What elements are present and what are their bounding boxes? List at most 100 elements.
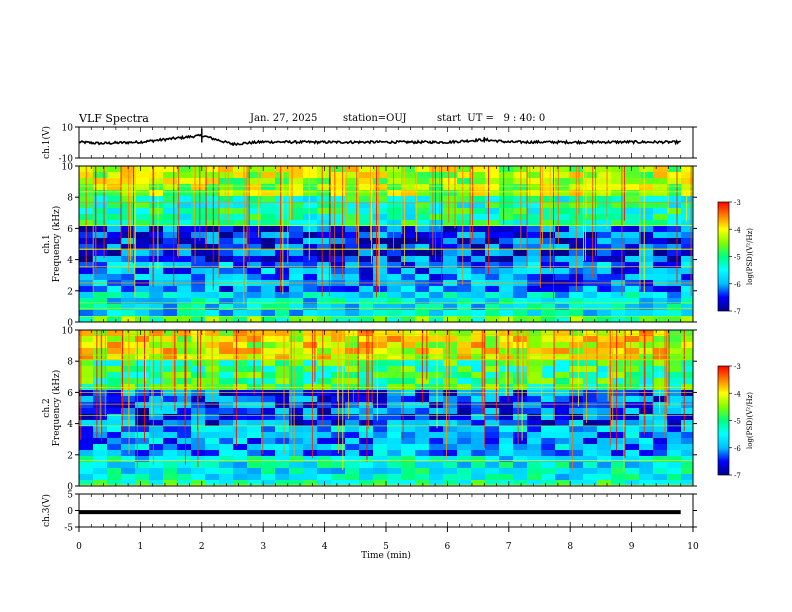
ch1-spec-cell xyxy=(345,232,359,238)
ch1-spec-cell xyxy=(443,256,457,262)
ch2-spec-cell xyxy=(429,342,443,348)
ch2-spec-cell xyxy=(359,462,373,468)
ch2-spec-cell xyxy=(415,468,429,474)
ch2-spec-cell xyxy=(289,342,303,348)
ch1-spec-cell xyxy=(401,268,415,274)
ch1-spec-cell xyxy=(121,172,135,178)
ch1-spec-cell xyxy=(135,232,149,238)
ch2-spec-cell xyxy=(121,474,135,480)
ch2-spec-cell xyxy=(177,396,191,402)
ch1-spec-cell xyxy=(401,292,415,298)
ch2-spec-cell xyxy=(415,438,429,444)
ch2-spec-cell xyxy=(261,348,275,354)
ch1-spec-cell xyxy=(303,214,317,220)
ch1-spec-cell xyxy=(345,166,359,172)
ch1-spec-colorbar xyxy=(717,201,730,312)
ch2-spec-cell xyxy=(317,438,331,444)
ch2-spec-cell xyxy=(611,474,625,480)
ch2-spec-cell xyxy=(485,384,499,390)
ch1-spec-cell xyxy=(149,184,163,190)
ch2-spec-cell xyxy=(359,396,373,402)
ch1-spec-cell xyxy=(387,304,401,310)
ch2-spec-cell xyxy=(485,468,499,474)
ch2-spec-cell xyxy=(163,420,177,426)
ch2-spec-cell xyxy=(177,438,191,444)
ch2-spec-cell xyxy=(639,342,653,348)
ch1-spec-cell xyxy=(219,232,233,238)
ch1-spec-cell xyxy=(597,208,611,214)
ch1-spec-cell xyxy=(205,244,219,250)
ch1-spec-cell xyxy=(513,196,527,202)
ch2-spec-cell xyxy=(387,372,401,378)
ch1-spec-cell xyxy=(653,286,667,292)
ch2-spec-cell xyxy=(667,378,681,384)
ch2-spec-cell xyxy=(135,474,149,480)
ch1-spec-cell xyxy=(107,220,121,226)
ch1-spec-cell xyxy=(121,232,135,238)
ch2-spec-cell xyxy=(247,402,261,408)
ch1-spec-cell xyxy=(275,316,289,322)
ch2-spec-cell xyxy=(373,366,387,372)
ch1-spec-cell xyxy=(429,202,443,208)
ch2-spec-cell xyxy=(163,408,177,414)
ch2-spec-cell xyxy=(583,456,597,462)
ch2-spec-cell xyxy=(597,342,611,348)
ch2-spec-cell xyxy=(471,408,485,414)
ch1-spec-cell xyxy=(275,208,289,214)
ch2-spec-cell xyxy=(681,396,693,402)
ch2-spec-cell xyxy=(513,348,527,354)
ch1-spec-cell xyxy=(359,208,373,214)
ch2-spec-cell xyxy=(135,378,149,384)
ch1-spec-cell xyxy=(611,238,625,244)
ch1-spec-cell xyxy=(191,316,205,322)
ch2-spec-cell xyxy=(387,408,401,414)
ch2-spec-cell xyxy=(93,450,107,456)
ch2-spec-cell xyxy=(555,372,569,378)
ch1-spec-cell xyxy=(331,172,345,178)
ch2-spec-cell xyxy=(79,384,93,390)
ch1-spec-cell xyxy=(653,232,667,238)
ch2-spec-cell xyxy=(121,450,135,456)
ch2-spec-cell xyxy=(387,462,401,468)
ch1-spec-cell xyxy=(401,256,415,262)
ch1-spec-cell xyxy=(597,310,611,316)
ch1-spec-cell xyxy=(611,244,625,250)
ch1-spec-cell xyxy=(527,190,541,196)
ch2-spec-cell xyxy=(583,426,597,432)
ch1-spec-cell xyxy=(527,316,541,322)
ch1-spec-colorbar-tick-label: -5 xyxy=(734,254,741,262)
ch1-spec-cell xyxy=(261,214,275,220)
ch2-spec-cell xyxy=(541,372,555,378)
ch2-spec-cell xyxy=(597,462,611,468)
ch1-spec-cell xyxy=(471,292,485,298)
ch2-spec-cell xyxy=(163,384,177,390)
ch2-spec-cell xyxy=(485,402,499,408)
ch2-spec-cell xyxy=(219,438,233,444)
ch2-spec-cell xyxy=(205,444,219,450)
ch1-spec-cell xyxy=(541,310,555,316)
ch2-spec-cell xyxy=(681,480,693,486)
ch2-spec-cell xyxy=(513,420,527,426)
ch1-spec-cell xyxy=(611,232,625,238)
ch1-spec-cell xyxy=(261,262,275,268)
ch1-spec-cell xyxy=(513,250,527,256)
ch3-ytick-label: -5 xyxy=(64,524,73,534)
ch2-spec-cell xyxy=(149,402,163,408)
ch1-spec-cell xyxy=(429,208,443,214)
ch2-spec-cell xyxy=(177,402,191,408)
ch1-spec-cell xyxy=(303,208,317,214)
ch1-spec-cell xyxy=(611,268,625,274)
ch2-spec-cell xyxy=(79,474,93,480)
ch2-spec-cell xyxy=(541,456,555,462)
ch1-spec-cell xyxy=(93,214,107,220)
ch1-spec-cell xyxy=(149,298,163,304)
ch1-spec-cell xyxy=(541,238,555,244)
ch1-spec-cell xyxy=(443,190,457,196)
ch1-spec-cell xyxy=(513,274,527,280)
ch2-spec-cell xyxy=(597,396,611,402)
ch1-spec-cell xyxy=(653,244,667,250)
ch1-spec-cell xyxy=(583,304,597,310)
ch1-spec-cell xyxy=(289,184,303,190)
ch2-spec-cell xyxy=(219,366,233,372)
ch2-spec-cell xyxy=(135,420,149,426)
